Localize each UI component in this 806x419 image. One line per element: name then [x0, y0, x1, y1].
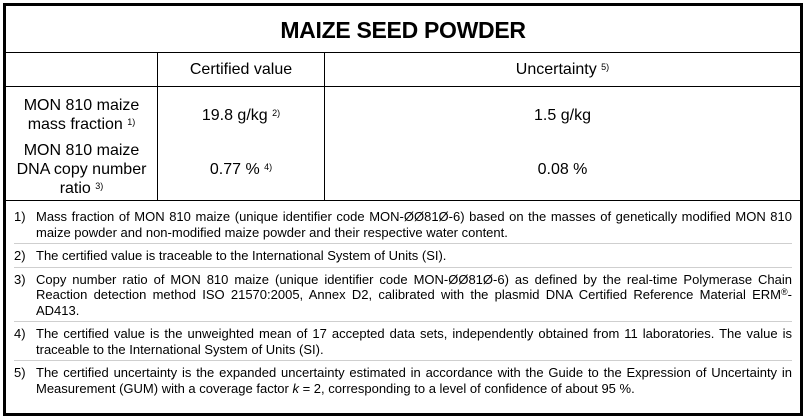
certificate-table: MAIZE SEED POWDER Certified value Uncert…	[3, 3, 803, 416]
footnote: 1) Mass fraction of MON 810 maize (unique…	[14, 207, 792, 244]
header-uncertainty: Uncertainty 5)	[324, 53, 800, 87]
footnote: 2) The certified value is traceable to th…	[14, 246, 792, 268]
values-table: Certified value Uncertainty 5) MON 810 m…	[6, 53, 800, 200]
footnote: 3) Copy number ratio of MON 810 maize (un…	[14, 270, 792, 322]
header-empty	[6, 53, 158, 87]
uncertainty-value: 0.08 %	[324, 141, 800, 200]
certified-value: 0.77 % 4)	[157, 141, 325, 200]
row-label: MON 810 maize DNA copy number ratio 3)	[16, 142, 147, 197]
footnote-text: The certified value is the unweighted me…	[36, 326, 792, 357]
footnote-number: 1)	[14, 209, 26, 224]
row-label: MON 810 maize mass fraction 1)	[23, 97, 140, 133]
table-row: MON 810 maize mass fraction 1) 19.8 g/kg …	[6, 86, 800, 141]
footnote-text: The certified value is traceable to the …	[36, 248, 447, 263]
table-title: MAIZE SEED POWDER	[6, 6, 800, 53]
footnote: 5) The certified uncertainty is the expan…	[14, 363, 792, 399]
uncertainty-value: 1.5 g/kg	[324, 86, 800, 141]
table-row: MON 810 maize DNA copy number ratio 3) 0.…	[6, 141, 800, 200]
header-certified-value: Certified value	[157, 53, 325, 87]
header-row: Certified value Uncertainty 5)	[6, 53, 800, 87]
footnote-number: 3)	[14, 271, 26, 287]
certified-value: 19.8 g/kg 2)	[157, 86, 325, 141]
footnotes: 1) Mass fraction of MON 810 maize (unique…	[6, 201, 800, 399]
footnote-text: The certified uncertainty is the expande…	[36, 365, 792, 396]
footnote-number: 5)	[14, 365, 26, 380]
footnote: 4) The certified value is the unweighted …	[14, 324, 792, 361]
footnote-text: Copy number ratio of MON 810 maize (uniq…	[36, 271, 792, 318]
footnote-number: 2)	[14, 248, 26, 263]
footnote-text: Mass fraction of MON 810 maize (unique i…	[36, 209, 792, 240]
footnote-number: 4)	[14, 326, 26, 341]
